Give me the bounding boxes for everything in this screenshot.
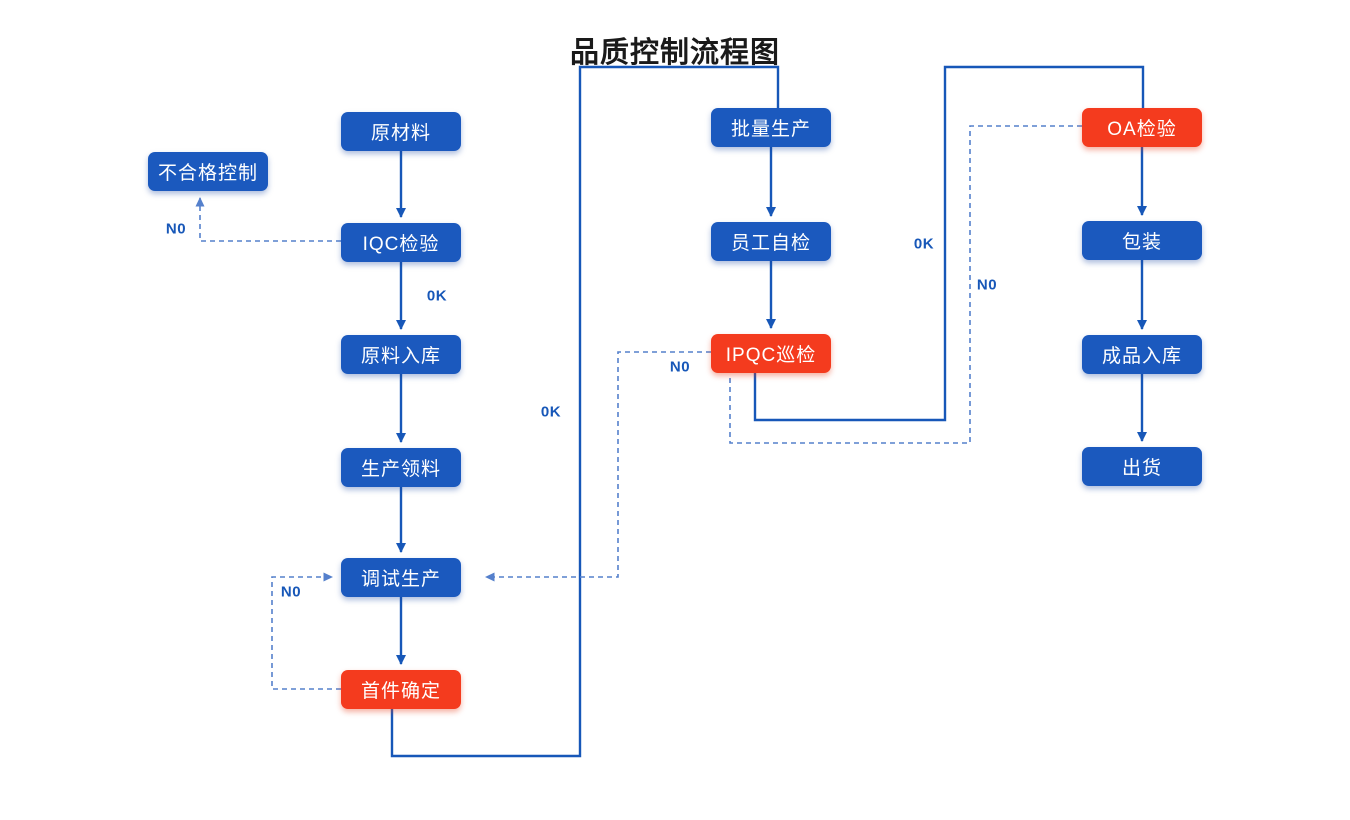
node-employee-self-check: 员工自检 [711, 221, 831, 261]
edge-ipqc-no-to-trial [485, 351, 711, 582]
node-packaging: 包装 [1082, 220, 1202, 260]
edge-ipqc-ok-to-oa [753, 65, 1145, 422]
edge-label-first-no: N0 [280, 583, 302, 601]
node-iqc-inspection: IQC检验 [341, 222, 461, 262]
diagram-title: 品质控制流程图 [569, 35, 780, 70]
node-shipment: 出货 [1082, 446, 1202, 486]
edge-label-first-ok: 0K [540, 403, 562, 421]
edge-iqc-no-to-nonconforming [195, 197, 341, 242]
node-material-warehousing: 原料入库 [341, 334, 461, 374]
edge-label-iqc-no: N0 [165, 220, 187, 238]
node-batch-production: 批量生产 [711, 107, 831, 147]
node-trial-production: 调试生产 [341, 557, 461, 597]
edge-first-no-to-trial [271, 572, 341, 690]
edge-first-ok-to-batch [390, 65, 780, 758]
edge-label-oa-no: N0 [976, 276, 998, 294]
node-nonconforming-control: 不合格控制 [148, 151, 268, 191]
edge-oa-no-to-ipqc [729, 125, 1082, 444]
node-ipqc-patrol: IPQC巡检 [711, 333, 831, 373]
edge-label-ipqc-no: N0 [669, 358, 691, 376]
edge-label-iqc-ok: 0K [426, 287, 448, 305]
node-finished-warehousing: 成品入库 [1082, 334, 1202, 374]
node-raw-material: 原材料 [341, 111, 461, 151]
node-production-picking: 生产领料 [341, 447, 461, 487]
node-oa-inspection: OA检验 [1082, 107, 1202, 147]
node-first-article-confirm: 首件确定 [341, 669, 461, 709]
edge-label-ipqc-ok: 0K [913, 235, 935, 253]
